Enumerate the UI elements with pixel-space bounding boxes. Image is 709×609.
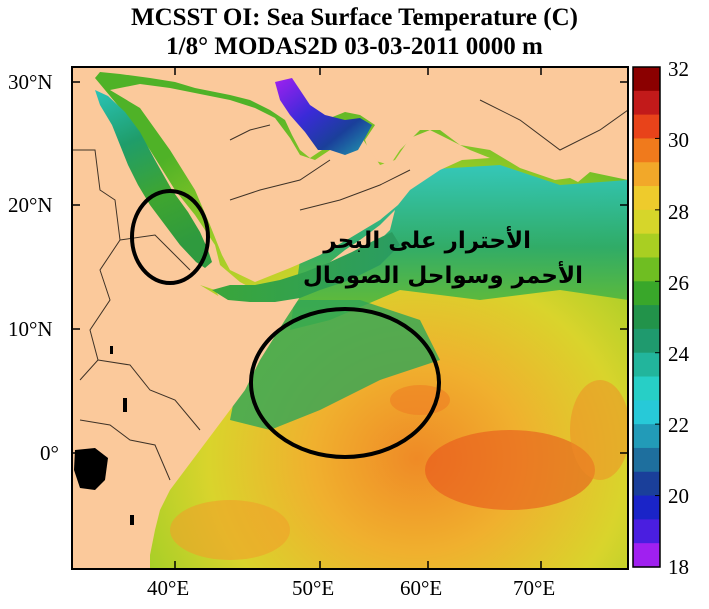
red-sea-highlight-circle (130, 189, 210, 285)
colorbar-tick: 30 (668, 128, 689, 152)
lon-label-60e: 60°E (400, 576, 443, 600)
lon-label-50e: 50°E (292, 576, 335, 600)
somali-coast-water (230, 300, 440, 430)
colorbar-swatch (633, 138, 660, 163)
lake (110, 346, 113, 354)
colorbar-tick: 26 (668, 271, 689, 295)
colorbar-swatch (633, 519, 660, 544)
colorbar-swatch (633, 495, 660, 520)
colorbar-tick: 24 (668, 342, 689, 366)
colorbar-swatch (633, 543, 660, 568)
colorbar-swatch (633, 305, 660, 330)
colorbar-swatch (633, 257, 660, 282)
warm-patch (570, 380, 628, 480)
warm-patch (390, 385, 450, 415)
somali-coast-highlight-circle (249, 307, 441, 459)
map-frame (71, 66, 629, 570)
colorbar-swatch (633, 233, 660, 259)
colorbar-swatch (633, 352, 660, 378)
persian-gulf (275, 78, 372, 155)
colorbar-swatch (633, 281, 660, 306)
lake (130, 515, 134, 525)
warm-patch (170, 500, 290, 560)
lon-label-40e: 40°E (147, 576, 190, 600)
warm-patch (425, 430, 595, 510)
colorbar-swatch (633, 114, 660, 140)
lat-label-20n: 20°N (8, 193, 53, 217)
colorbar-swatch (633, 209, 660, 235)
lake (74, 448, 108, 490)
annotation-line-2: الأحمر وسواحل الصومال (302, 263, 583, 289)
country-borders (72, 99, 628, 481)
lat-label-0: 0° (40, 441, 59, 465)
annotation-line-1: الأحترار على البحر (323, 228, 531, 254)
colorbar-tick: 28 (668, 200, 689, 224)
colorbar-swatch (633, 424, 660, 449)
lat-label-10n: 10°N (8, 317, 53, 341)
arabian-peninsula (110, 84, 490, 282)
gulf-of-aden (212, 232, 400, 302)
lake (123, 398, 127, 412)
colorbar-swatch (633, 400, 660, 425)
colorbar-swatch (633, 67, 660, 92)
colorbar (633, 66, 660, 568)
lon-label-70e: 70°E (513, 576, 556, 600)
colorbar-swatch (633, 90, 660, 116)
chart-title: MCSST OI: Sea Surface Temperature (C) (131, 4, 578, 31)
colorbar-tick: 18 (668, 555, 689, 579)
colorbar-swatch (633, 447, 660, 473)
colorbar-swatch (633, 471, 660, 497)
colorbar-swatch (633, 376, 660, 401)
colorbar-swatch (633, 162, 660, 187)
red-sea (95, 90, 212, 268)
colorbar-swatch (633, 328, 660, 354)
colorbar-tick: 22 (668, 413, 689, 437)
colorbar-swatch (633, 186, 660, 211)
colorbar-tick: 20 (668, 484, 689, 508)
colorbar-frame (632, 66, 661, 568)
chart-subtitle: 1/8° MODAS2D 03-03-2011 0000 m (166, 33, 543, 60)
colorbar-tick: 32 (668, 57, 689, 81)
lat-label-30n: 30°N (8, 70, 53, 94)
map-ticks (72, 67, 628, 569)
